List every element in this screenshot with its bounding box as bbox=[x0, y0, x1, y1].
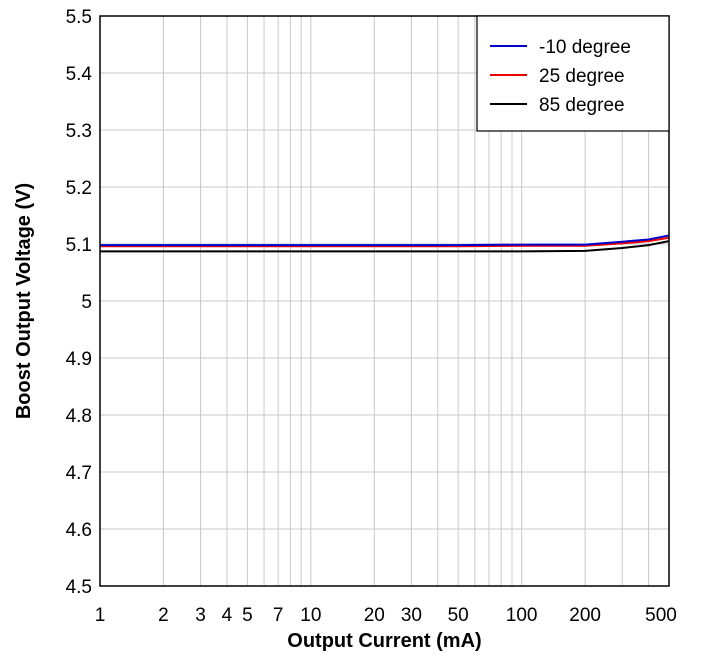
x-tick-label: 10 bbox=[300, 605, 321, 626]
x-tick-label: 5 bbox=[242, 605, 253, 626]
x-tick-label: 20 bbox=[364, 605, 385, 626]
y-tick-label: 5.3 bbox=[66, 121, 92, 142]
y-tick-label: 5 bbox=[81, 292, 92, 313]
legend: -10 degree 25 degree 85 degree bbox=[476, 15, 670, 132]
y-axis-title: Boost Output Voltage (V) bbox=[13, 183, 35, 419]
x-tick-label: 2 bbox=[158, 605, 169, 626]
legend-entry-label: 85 degree bbox=[539, 95, 625, 116]
x-tick-label: 100 bbox=[506, 605, 538, 626]
x-tick-label: 1 bbox=[95, 605, 106, 626]
series-line bbox=[100, 236, 670, 248]
y-tick-label: 5.2 bbox=[66, 178, 92, 199]
legend-entry-label: 25 degree bbox=[539, 66, 625, 87]
y-tick-label: 5.4 bbox=[66, 64, 93, 85]
x-tick-label: 30 bbox=[401, 605, 422, 626]
legend-box bbox=[476, 15, 670, 132]
series-line bbox=[100, 234, 670, 247]
x-tick-label: 7 bbox=[273, 605, 284, 626]
series-lines bbox=[100, 234, 670, 253]
x-tick-label: 500 bbox=[645, 605, 677, 626]
y-tick-label: 4.9 bbox=[66, 349, 92, 370]
legend-entry-label: -10 degree bbox=[539, 37, 631, 58]
y-tick-labels: 4.5 4.6 4.7 4.8 4.9 5 5.1 5.2 5.3 5.4 5.5 bbox=[66, 7, 93, 598]
y-tick-label: 4.6 bbox=[66, 520, 92, 541]
plot-area-border bbox=[99, 15, 670, 587]
y-tick-label: 4.7 bbox=[66, 463, 92, 484]
x-tick-label: 4 bbox=[222, 605, 233, 626]
y-tick-label: 5.5 bbox=[66, 7, 92, 28]
x-axis-title: Output Current (mA) bbox=[287, 630, 481, 652]
x-tick-labels: 1 2 3 4 5 7 10 20 30 50 100 200 500 bbox=[95, 605, 677, 626]
series-line bbox=[100, 240, 670, 253]
x-tick-label: 200 bbox=[569, 605, 601, 626]
x-tick-label: 50 bbox=[448, 605, 469, 626]
y-tick-label: 5.1 bbox=[66, 235, 92, 256]
x-tick-label: 3 bbox=[195, 605, 206, 626]
y-tick-label: 4.5 bbox=[66, 577, 92, 598]
y-tick-label: 4.8 bbox=[66, 406, 92, 427]
